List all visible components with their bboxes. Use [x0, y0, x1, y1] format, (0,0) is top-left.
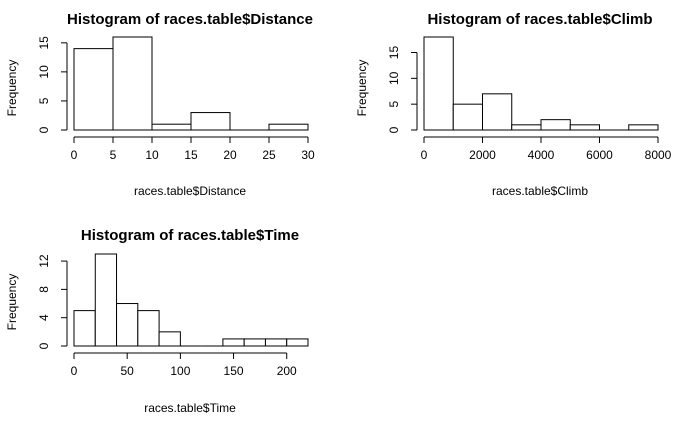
y-axis-label: Frequency	[355, 60, 369, 117]
y-axis-label: Frequency	[5, 274, 19, 331]
bars	[73, 253, 309, 347]
y-tick-label: 10	[37, 65, 51, 79]
x-axis-label: races.table$Climb	[492, 184, 588, 198]
y-axis: 0 5 10 15	[387, 46, 418, 133]
histogram-bar	[264, 338, 288, 347]
histogram-bar	[73, 48, 114, 131]
x-tick-label: 30	[301, 148, 315, 162]
y-tick-label: 0	[37, 342, 51, 349]
chart-title: Histogram of races.table$Distance	[67, 11, 313, 28]
chart-title: Histogram of races.table$Time	[81, 227, 299, 244]
histogram-bar	[112, 36, 153, 131]
x-tick-label: 50	[121, 364, 135, 378]
histogram-time-panel: Histogram of races.table$Time races.tabl…	[5, 227, 309, 415]
histogram-bar	[423, 36, 454, 131]
x-axis: 0 50 100 150 200	[71, 352, 297, 378]
x-tick-label: 0	[421, 148, 428, 162]
y-tick-label: 10	[387, 71, 401, 85]
x-axis-label: races.table$Time	[144, 401, 236, 415]
x-tick-label: 200	[277, 364, 297, 378]
x-tick-label: 6000	[586, 148, 613, 162]
bars	[73, 36, 309, 131]
x-axis: 0 2000 4000 6000 8000	[421, 136, 672, 162]
y-tick-label: 0	[37, 126, 51, 133]
x-tick-label: 5	[110, 148, 117, 162]
y-axis: 0 4 8 12	[37, 254, 68, 349]
histogram-bar	[94, 253, 118, 347]
histogram-bar	[540, 119, 571, 131]
histogram-bar	[286, 338, 309, 347]
x-axis-label: races.table$Distance	[134, 184, 246, 198]
histogram-bar	[628, 124, 659, 131]
chart-title: Histogram of races.table$Climb	[427, 11, 652, 28]
y-tick-label: 15	[387, 46, 401, 60]
x-tick-label: 100	[170, 364, 190, 378]
histogram-bar	[151, 123, 192, 131]
histogram-bar	[137, 310, 160, 347]
histogram-bar	[482, 93, 513, 131]
histogram-bar	[243, 338, 266, 347]
y-axis: 0 5 10 15	[37, 36, 68, 133]
y-tick-label: 4	[37, 314, 51, 321]
histogram-bar	[511, 124, 542, 131]
bars	[423, 36, 659, 131]
histogram-bar	[116, 303, 139, 347]
x-tick-label: 0	[71, 148, 78, 162]
x-tick-label: 0	[71, 364, 78, 378]
x-tick-label: 15	[184, 148, 198, 162]
x-axis: 0 5 10 15 20 25 30	[71, 136, 315, 162]
y-tick-label: 12	[37, 254, 51, 268]
histogram-bar	[158, 331, 181, 347]
x-tick-label: 10	[145, 148, 159, 162]
x-tick-label: 25	[262, 148, 276, 162]
y-axis-label: Frequency	[5, 60, 19, 117]
x-tick-label: 20	[223, 148, 237, 162]
histogram-bar	[268, 123, 309, 131]
y-tick-label: 0	[387, 126, 401, 133]
x-tick-label: 4000	[528, 148, 555, 162]
histogram-distance-panel: Histogram of races.table$Distance races.…	[5, 11, 315, 198]
histogram-bar	[452, 103, 483, 131]
histogram-bar	[73, 310, 96, 347]
x-tick-label: 2000	[469, 148, 496, 162]
histogram-bar	[190, 112, 231, 131]
x-tick-label: 150	[224, 364, 244, 378]
y-tick-label: 5	[37, 97, 51, 104]
histogram-bar	[222, 338, 245, 347]
y-tick-label: 5	[387, 101, 401, 108]
x-tick-label: 8000	[645, 148, 672, 162]
y-tick-label: 15	[37, 36, 51, 50]
histogram-bar	[569, 124, 600, 131]
y-tick-label: 8	[37, 286, 51, 293]
histogram-climb-panel: Histogram of races.table$Climb races.tab…	[355, 11, 672, 198]
